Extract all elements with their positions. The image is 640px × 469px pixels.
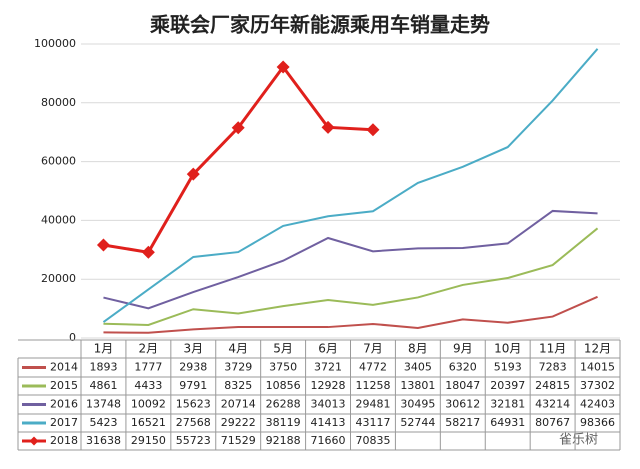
x-tick-label: 11月 [539,342,566,356]
table-value: 15623 [176,398,211,411]
table-value: 5193 [494,361,522,374]
point-marker [366,123,380,137]
x-tick-label: 6月 [318,342,338,356]
x-tick-label: 10月 [494,342,521,356]
table-value: 3750 [269,361,297,374]
y-tick-label: 60000 [41,155,76,168]
table-value: 58217 [445,416,480,429]
watermark: 雀乐树 [559,433,598,448]
table-value: 37302 [580,379,615,392]
table-value: 30612 [445,398,480,411]
table-value: 31638 [86,434,121,447]
x-tick-label: 8月 [408,342,428,356]
table-value: 3729 [224,361,252,374]
point-marker [321,120,335,134]
x-tick-label: 12月 [584,342,611,356]
table-value: 2938 [179,361,207,374]
legend-label: 2015 [50,379,78,392]
table-value: 70835 [355,434,390,447]
table-value: 64931 [490,416,525,429]
table-value: 13801 [400,379,435,392]
table-value: 10856 [266,379,301,392]
table-value: 24815 [535,379,570,392]
x-tick-label: 2月 [139,342,159,356]
table-value: 10092 [131,398,166,411]
table-value: 20714 [221,398,256,411]
table-value: 4772 [359,361,387,374]
series-line [103,209,598,310]
table-value: 1777 [134,361,162,374]
series-line [102,48,599,323]
table-value: 98366 [580,416,615,429]
table-value: 26288 [266,398,301,411]
legend-label: 2016 [50,398,78,411]
point-marker [186,167,200,181]
series-line [103,227,599,326]
x-tick-label: 7月 [363,342,383,356]
table-value: 52744 [400,416,435,429]
table-value: 14015 [580,361,615,374]
table-value: 12928 [311,379,346,392]
series-line [103,295,598,334]
point-marker [276,60,290,74]
table-value: 20397 [490,379,525,392]
table-value: 55723 [176,434,211,447]
y-tick-label: 40000 [41,213,76,226]
table-value: 16521 [131,416,166,429]
x-tick-label: 3月 [183,342,203,356]
table-value: 6320 [449,361,477,374]
table-value: 92188 [266,434,301,447]
table-value: 71660 [311,434,346,447]
table-value: 34013 [311,398,346,411]
table-value: 11258 [355,379,390,392]
legend-label: 2014 [50,361,78,374]
chart-title: 乘联会厂家历年新能源乘用车销量走势 [149,13,490,37]
table-value: 9791 [179,379,207,392]
table-value: 30495 [400,398,435,411]
table-value: 41413 [311,416,346,429]
table-value: 32181 [490,398,525,411]
legend-label: 2017 [50,416,78,429]
table-value: 18047 [445,379,480,392]
y-tick-label: 80000 [41,96,76,109]
point-marker [96,238,110,252]
legend-label: 2018 [50,434,78,447]
table-value: 4861 [89,379,117,392]
table-value: 1893 [89,361,117,374]
table-value: 43214 [535,398,570,411]
table-value: 8325 [224,379,252,392]
table-value: 27568 [176,416,211,429]
table-value: 3721 [314,361,342,374]
y-tick-label: 0 [69,331,76,344]
table-value: 29150 [131,434,166,447]
table-value: 43117 [355,416,390,429]
table-value: 13748 [86,398,121,411]
point-marker [231,121,245,135]
series-line [103,64,374,254]
table-value: 29222 [221,416,256,429]
table-value: 29481 [355,398,390,411]
y-tick-label: 20000 [41,272,76,285]
table-value: 71529 [221,434,256,447]
table-value: 42403 [580,398,615,411]
table-value: 7283 [539,361,567,374]
x-tick-label: 4月 [228,342,248,356]
table-value: 5423 [89,416,117,429]
x-tick-label: 1月 [94,342,114,356]
legend-marker [29,436,39,446]
x-tick-label: 5月 [273,342,293,356]
table-value: 80767 [535,416,570,429]
y-tick-label: 100000 [34,37,76,50]
x-tick-label: 9月 [453,342,473,356]
table-value: 3405 [404,361,432,374]
table-value: 4433 [134,379,162,392]
table-value: 38119 [266,416,301,429]
point-marker [141,245,155,259]
